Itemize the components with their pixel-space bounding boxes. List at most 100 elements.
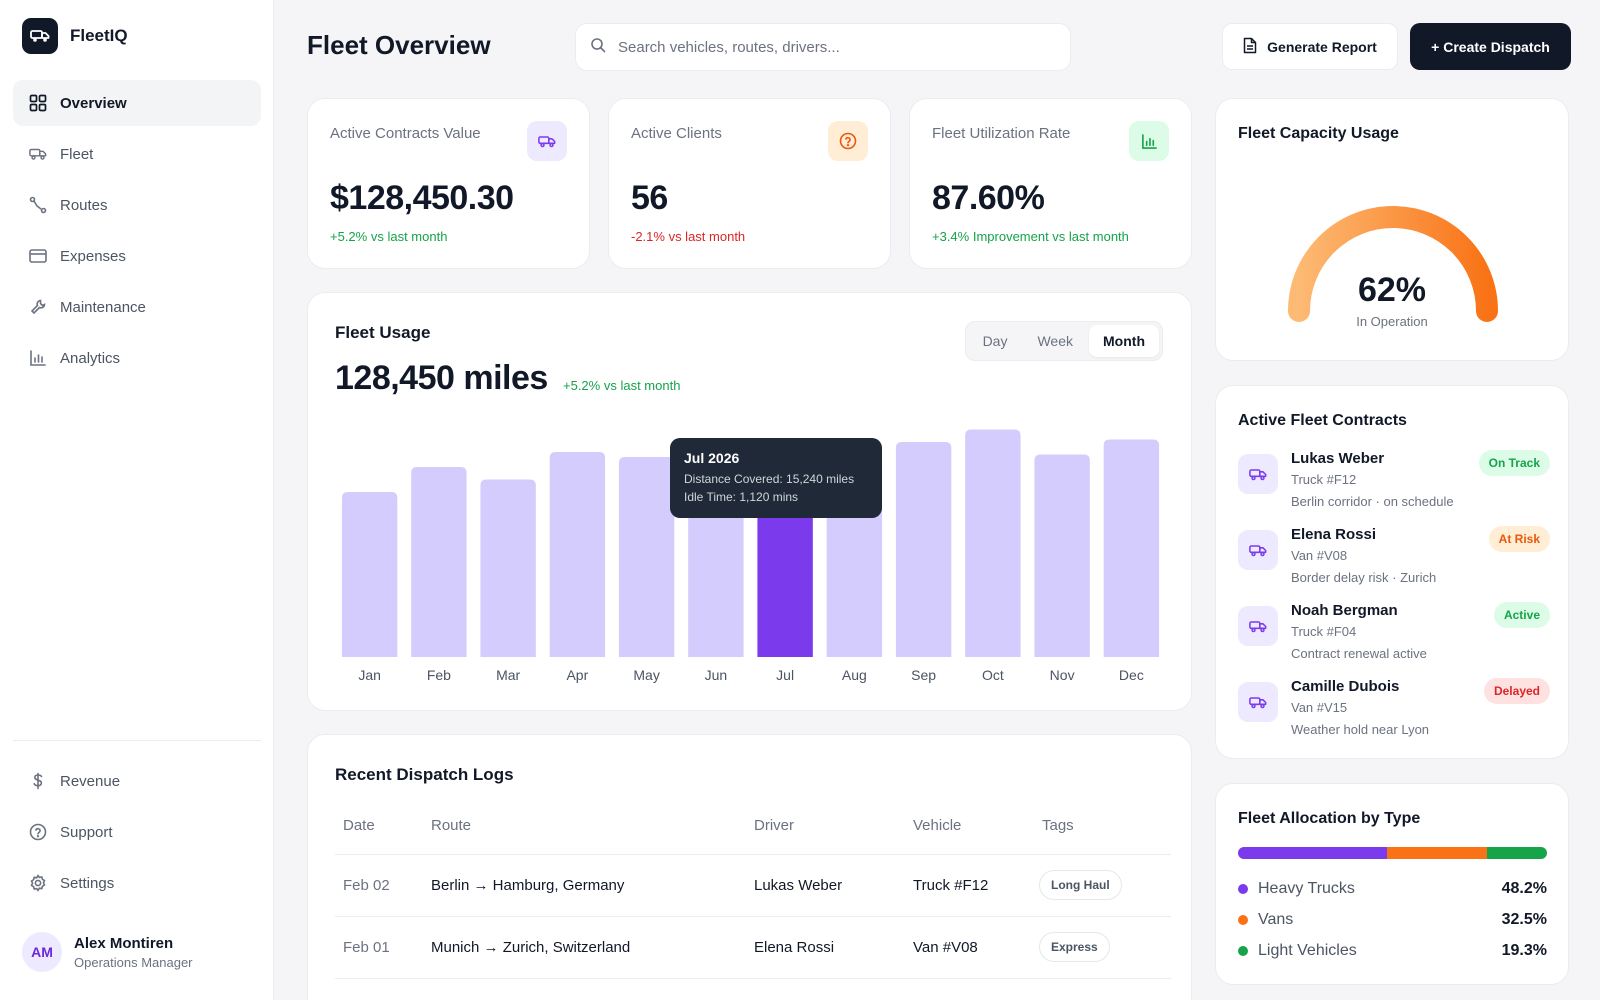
sidebar-item-settings[interactable]: Settings <box>13 860 261 906</box>
contract-item[interactable]: Noah Bergman Truck #F04 Contract renewal… <box>1238 602 1550 672</box>
sidebar-item-overview[interactable]: Overview <box>13 80 261 126</box>
kpi-value: 87.60% <box>932 179 1045 217</box>
bar-sep[interactable] <box>895 442 952 657</box>
column-header-vehicle[interactable]: Vehicle <box>913 817 962 834</box>
bar-jan[interactable] <box>341 492 398 657</box>
kpi-card-active-clients: Active Clients 56 -2.1% vs last month <box>608 98 891 269</box>
contract-vehicle: Truck #F12 <box>1291 472 1357 487</box>
brand[interactable]: FleetIQ <box>22 18 128 54</box>
allocation-row: Light Vehicles 19.3% <box>1238 939 1547 963</box>
contract-vehicle: Truck #F04 <box>1291 624 1357 639</box>
allocation-percent: 19.3% <box>1501 942 1547 959</box>
sidebar-item-label: Maintenance <box>60 298 146 316</box>
capacity-title: Fleet Capacity Usage <box>1238 125 1399 142</box>
search-bar[interactable] <box>575 23 1071 71</box>
sidebar-item-routes[interactable]: Routes <box>13 182 261 228</box>
column-header-driver[interactable]: Driver <box>754 817 794 834</box>
kpi-card-utilization: Fleet Utilization Rate 87.60% +3.4% Impr… <box>909 98 1192 269</box>
help-icon <box>828 121 868 161</box>
contract-name: Noah Bergman <box>1291 602 1398 619</box>
row-tag: Long Haul <box>1039 870 1122 900</box>
sidebar-item-fleet[interactable]: Fleet <box>13 131 261 177</box>
contracts-title: Active Fleet Contracts <box>1238 412 1407 429</box>
x-tick-label: Mar <box>496 667 520 683</box>
bar-oct[interactable] <box>965 429 1021 658</box>
capacity-gauge <box>1288 206 1498 322</box>
user-role: Operations Manager <box>74 954 193 970</box>
row-tag: Express <box>1039 932 1110 962</box>
contract-vehicle: Van #V08 <box>1291 548 1348 563</box>
sidebar-item-expenses[interactable]: Expenses <box>13 233 261 279</box>
x-tick-label: Sep <box>911 667 936 683</box>
allocation-stacked-bar <box>1238 847 1547 859</box>
sidebar-item-revenue[interactable]: Revenue <box>13 758 261 804</box>
sidebar-item-label: Fleet <box>60 145 94 163</box>
usage-title: Fleet Usage <box>335 323 431 342</box>
sidebar-item-label: Settings <box>60 874 115 892</box>
x-tick-label: Jul <box>776 667 794 683</box>
kpi-label: Fleet Utilization Rate <box>932 125 1071 142</box>
usage-value: 128,450 miles <box>335 359 548 397</box>
sidebar-item-support[interactable]: Support <box>13 809 261 855</box>
allocation-percent: 48.2% <box>1501 880 1547 897</box>
legend-dot <box>1238 884 1248 894</box>
x-tick-label: May <box>633 667 659 683</box>
truck-icon <box>1238 682 1278 722</box>
sidebar-item-maintenance[interactable]: Maintenance <box>13 284 261 330</box>
card-icon <box>29 247 47 265</box>
fleet-capacity-card: Fleet Capacity Usage 62% In Operation <box>1215 98 1569 361</box>
gear-icon <box>29 874 47 892</box>
tooltip-distance: Distance Covered: 15,240 miles <box>684 472 855 486</box>
generate-report-label: Generate Report <box>1267 38 1377 55</box>
sidebar-item-analytics[interactable]: Analytics <box>13 335 261 381</box>
fleet-allocation-card: Fleet Allocation by Type Heavy Trucks 48… <box>1215 783 1569 985</box>
column-header-route[interactable]: Route <box>431 817 472 834</box>
user-profile[interactable]: AM Alex Montiren Operations Manager <box>22 932 193 972</box>
usage-delta: +5.2% vs last month <box>563 378 681 393</box>
period-week-button[interactable]: Week <box>1037 333 1074 349</box>
generate-report-button[interactable]: Generate Report <box>1222 23 1398 70</box>
x-tick-label: Feb <box>427 667 451 683</box>
column-header-tags[interactable]: Tags <box>1042 817 1074 834</box>
allocation-title: Fleet Allocation by Type <box>1238 810 1421 827</box>
contract-vehicle: Van #V15 <box>1291 700 1348 715</box>
period-day-button[interactable]: Day <box>982 333 1008 349</box>
dispatch-logs-card: Recent Dispatch Logs Date Route Driver V… <box>307 734 1192 1000</box>
kpi-delta: -2.1% vs last month <box>631 229 746 244</box>
contract-item[interactable]: Lukas Weber Truck #F12 Berlin corridor ·… <box>1238 450 1550 520</box>
document-icon <box>1243 37 1257 57</box>
row-date: Feb 01 <box>343 939 390 956</box>
bar-jun[interactable] <box>688 474 744 658</box>
bar-feb[interactable] <box>411 467 467 657</box>
bar-dec[interactable] <box>1103 439 1160 658</box>
contract-item[interactable]: Elena Rossi Van #V08 Border delay risk ·… <box>1238 526 1550 596</box>
table-row[interactable]: Feb 01 Munich → Zurich, Switzerland Elen… <box>335 916 1171 978</box>
page-title: Fleet Overview <box>307 30 491 60</box>
sidebar-divider <box>13 740 261 741</box>
active-contracts-card: Active Fleet Contracts Lukas Weber Truck… <box>1215 385 1569 759</box>
logs-title: Recent Dispatch Logs <box>335 765 514 784</box>
table-row[interactable]: Feb 02 Berlin → Hamburg, Germany Lukas W… <box>335 854 1171 916</box>
allocation-segment <box>1487 847 1547 859</box>
bar-apr[interactable] <box>549 452 606 657</box>
bar-may[interactable] <box>618 457 675 657</box>
truck-icon <box>1238 454 1278 494</box>
truck-icon <box>1238 606 1278 646</box>
capacity-subtitle: In Operation <box>1356 314 1428 329</box>
brand-name: FleetIQ <box>70 26 128 45</box>
search-input[interactable] <box>618 38 1038 56</box>
tooltip-idle: Idle Time: 1,120 mins <box>684 490 799 504</box>
status-badge: Delayed <box>1483 678 1550 704</box>
table-row[interactable] <box>335 978 1171 1000</box>
column-header-date[interactable]: Date <box>343 817 375 834</box>
create-dispatch-button[interactable]: + Create Dispatch <box>1410 23 1571 70</box>
tooltip-title: Jul 2026 <box>684 450 740 466</box>
period-month-button[interactable]: Month <box>1089 325 1159 357</box>
row-driver: Lukas Weber <box>754 877 843 894</box>
sidebar-bottom-nav: Revenue Support Settings <box>13 758 261 911</box>
bar-nov[interactable] <box>1034 454 1090 658</box>
contract-item[interactable]: Camille Dubois Van #V15 Weather hold nea… <box>1238 678 1550 748</box>
bar-mar[interactable] <box>480 479 536 658</box>
contract-name: Camille Dubois <box>1291 678 1400 695</box>
kpi-label: Active Clients <box>631 125 722 142</box>
